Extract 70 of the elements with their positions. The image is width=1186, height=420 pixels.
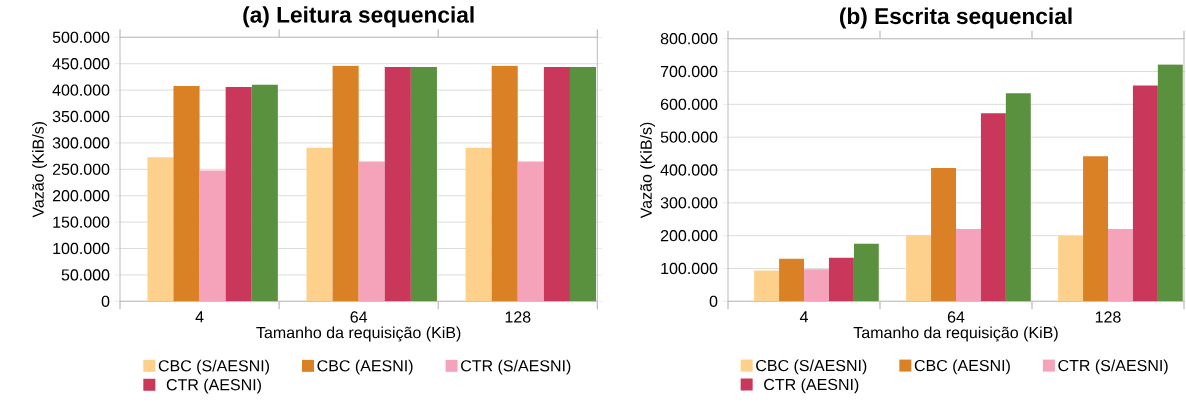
bar [306,147,333,302]
legend-label: CTR (S/AESNI) [461,359,571,375]
bar [517,161,544,302]
y-tick-label: 150.000 [53,216,110,228]
bar [754,270,780,302]
bar [569,66,597,302]
legend-label: CBC (AESNI) [914,359,1010,375]
legend-label: CTR (AESNI) [764,378,859,394]
chart-title: (b) Escrita sequencial [839,7,1072,29]
bar [931,168,956,302]
y-axis-title: Vazão (KiB/s) [32,122,47,218]
y-tick-label: 400.000 [660,164,718,176]
bar [147,157,174,302]
bar [853,243,879,302]
legend-label: CTR (AESNI) [166,378,261,394]
y-axis-title: Vazão (KiB/s) [640,122,655,219]
bar [804,269,829,302]
y-tick-label: 100.000 [53,242,110,255]
bar [173,85,200,302]
bar [828,257,854,302]
x-tick-label: 128 [505,311,531,323]
bar [956,229,981,302]
legend-label: CBC (S/AESNI) [756,359,867,375]
bar [1132,85,1158,302]
bar [384,66,411,302]
y-tick-label: 450.000 [52,58,110,70]
x-tick-label: 4 [799,311,808,323]
y-tick-label: 0 [101,295,110,307]
y-tick-label: 250.000 [52,163,110,175]
x-tick-label: 64 [350,311,368,323]
x-axis-title: Tamanho da requisição (KiB) [256,326,461,342]
y-tick-label: 600.000 [660,98,718,110]
bar [1058,235,1084,302]
y-tick-label: 50.000 [61,269,110,281]
legend-label: CTR (S/AESNI) [1058,359,1168,375]
bar [906,235,932,302]
legend-label: CBC (AESNI) [317,359,413,375]
y-tick-label: 200.000 [660,230,718,242]
bar [465,147,492,302]
bar [225,86,252,302]
x-tick-label: 4 [195,311,204,323]
y-tick-label: 300.000 [660,197,718,209]
y-tick-label: 700.000 [660,65,718,78]
bar [980,113,1006,302]
bar [251,84,278,302]
bar [332,65,359,302]
y-tick-label: 350.000 [52,110,110,123]
y-tick-label: 500.000 [52,31,110,43]
bar [779,258,804,302]
y-tick-label: 400.000 [52,84,110,96]
bar [1005,93,1031,302]
y-tick-label: 0 [709,295,718,307]
legend-label: CBC (S/AESNI) [158,359,269,375]
y-tick-label: 300.000 [52,137,110,149]
bar [1083,156,1108,302]
chart-title: (a) Leitura sequencial [243,6,474,28]
x-tick-label: 64 [947,311,965,323]
bar [491,65,518,302]
y-tick-label: 800.000 [660,33,718,45]
x-axis-title: Tamanho da requisição (KiB) [853,326,1058,342]
y-tick-label: 500.000 [660,131,718,143]
y-tick-label: 200.000 [52,190,110,202]
y-tick-label: 100.000 [661,262,718,275]
bar [1108,229,1133,302]
bar [410,66,437,302]
bar [199,170,226,302]
bar [1157,64,1183,302]
x-tick-label: 128 [1095,311,1121,323]
bar [543,66,570,302]
bar [358,161,385,302]
